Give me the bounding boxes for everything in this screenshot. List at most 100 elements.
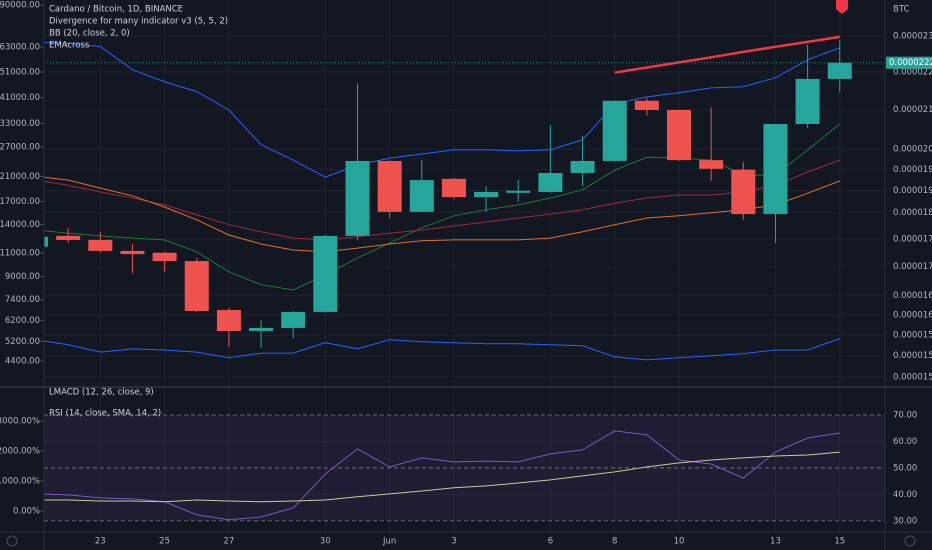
rsi-tick-label: 70.00 xyxy=(893,411,917,421)
x-tick-label: 23 xyxy=(95,537,106,547)
candle-body xyxy=(184,261,209,311)
y2-tick-label: 17000.00 xyxy=(0,197,40,207)
indicator-label: EMAcross xyxy=(49,41,90,51)
candle-body xyxy=(763,123,788,215)
y-tick-label: 0.00001730 xyxy=(893,262,932,272)
indicator-line xyxy=(614,35,840,74)
x-tick-label: 15 xyxy=(834,537,845,547)
signal-marker xyxy=(836,0,848,14)
indicator-label: BB (20, close, 2, 0) xyxy=(49,29,130,39)
x-tick-label: 25 xyxy=(159,537,170,547)
y-tick-label: 0.00001550 xyxy=(893,351,932,361)
y2-tick-label: 11000.00 xyxy=(0,248,40,258)
candle-body xyxy=(506,190,531,193)
candle-body xyxy=(795,78,820,124)
rsi-tick-label: 60.00 xyxy=(893,437,917,447)
candle-body xyxy=(667,109,691,161)
y2-tick-label: 27000.00 xyxy=(0,143,40,153)
rsi-pane xyxy=(44,414,885,522)
candle-body xyxy=(44,236,48,247)
lmacd-tick-label: 2000.00% xyxy=(0,447,40,457)
candle-body xyxy=(474,191,499,198)
lmacd-tick-label: 0.00% xyxy=(13,507,40,517)
y2-tick-label: 4400.00 xyxy=(5,357,40,367)
y2-tick-label: 33000.00 xyxy=(0,119,40,129)
candle-body xyxy=(409,180,434,212)
x-tick-label: 3 xyxy=(451,537,456,547)
candle-body xyxy=(602,100,627,161)
x-tick-label: Jun xyxy=(382,537,396,547)
candle-body xyxy=(249,327,274,331)
y-tick-label: 0.00002200 xyxy=(893,67,932,77)
indicator-line xyxy=(44,338,840,361)
y-tick-label: 0.00001950 xyxy=(893,165,932,175)
rsi-tick-label: 50.00 xyxy=(893,463,917,473)
candle-body xyxy=(56,235,81,240)
candle-body xyxy=(88,239,113,251)
y-tick-label: 0.00001670 xyxy=(893,291,932,301)
rsi-tick-label: 30.00 xyxy=(893,516,917,526)
chart-title: Cardano / Bitcoin, 1D, BINANCE xyxy=(49,5,183,15)
candle-body xyxy=(152,252,177,262)
candle-body xyxy=(570,160,595,173)
indicator-line xyxy=(44,176,840,253)
indicator-line xyxy=(44,430,840,521)
y-tick-label: 0.00001900 xyxy=(893,186,932,196)
candle-body xyxy=(731,169,756,215)
indicator-label: RSI (14, close, SMA, 14, 2) xyxy=(49,409,161,419)
x-tick-label: 6 xyxy=(548,537,553,547)
y2-tick-label: 90000.00 xyxy=(0,1,40,11)
candle-body xyxy=(313,235,338,312)
y-tick-label: 0.00002000 xyxy=(893,145,932,155)
scale-toggle[interactable] xyxy=(904,535,916,547)
y-tick-label: 0.00001790 xyxy=(893,235,932,245)
candle-body xyxy=(634,100,659,110)
candle-body xyxy=(377,160,402,212)
indicator-line xyxy=(44,41,840,178)
candle-body xyxy=(827,62,852,79)
candle-body xyxy=(281,311,306,328)
main-pane xyxy=(44,35,885,361)
y2-tick-label: 6200.00 xyxy=(5,316,40,326)
y2-tick-label: 9000.00 xyxy=(5,272,40,282)
y2-tick-label: 63000.00 xyxy=(0,43,40,53)
last-price-tag xyxy=(886,56,932,69)
currency-label: BTC xyxy=(893,5,910,15)
logo[interactable] xyxy=(6,535,18,547)
indicator-line xyxy=(44,451,840,503)
y2-tick-label: 14000.00 xyxy=(0,220,40,230)
y2-tick-label: 21000.00 xyxy=(0,172,40,182)
last-price-label: 0.00002225 xyxy=(889,58,932,68)
rsi-tick-label: 40.00 xyxy=(893,490,917,500)
y-tick-label: 0.00002300 xyxy=(893,31,932,41)
indicator-line xyxy=(44,123,841,291)
candle-body xyxy=(538,172,563,192)
indicator-line xyxy=(44,159,840,241)
y-tick-label: 0.00001850 xyxy=(893,208,932,218)
candle-body xyxy=(120,250,145,255)
x-tick-label: 10 xyxy=(674,537,685,547)
x-tick-label: 13 xyxy=(770,537,781,547)
y-tick-label: 0.00001630 xyxy=(893,310,932,320)
y2-tick-label: 5200.00 xyxy=(5,337,40,347)
candle-body xyxy=(216,309,241,331)
y2-tick-label: 51000.00 xyxy=(0,67,40,77)
indicator-label: Divergence for many indicator v3 (5, 5, … xyxy=(49,17,228,27)
candle-body xyxy=(441,178,466,198)
y-tick-label: 0.00001510 xyxy=(893,372,932,382)
y2-tick-label: 7400.00 xyxy=(5,295,40,305)
candle-body xyxy=(699,160,724,169)
x-tick-label: 30 xyxy=(320,537,331,547)
y2-tick-label: 41000.00 xyxy=(0,93,40,103)
x-tick-label: 27 xyxy=(223,537,234,547)
y-tick-label: 0.00002100 xyxy=(893,105,932,115)
candle-body xyxy=(345,160,370,236)
indicator-label: LMACD (12, 26, close, 9) xyxy=(49,388,154,398)
lmacd-tick-label: 3000.00% xyxy=(0,417,40,427)
lmacd-tick-label: 1000.00% xyxy=(0,477,40,487)
x-tick-label: 8 xyxy=(612,537,617,547)
